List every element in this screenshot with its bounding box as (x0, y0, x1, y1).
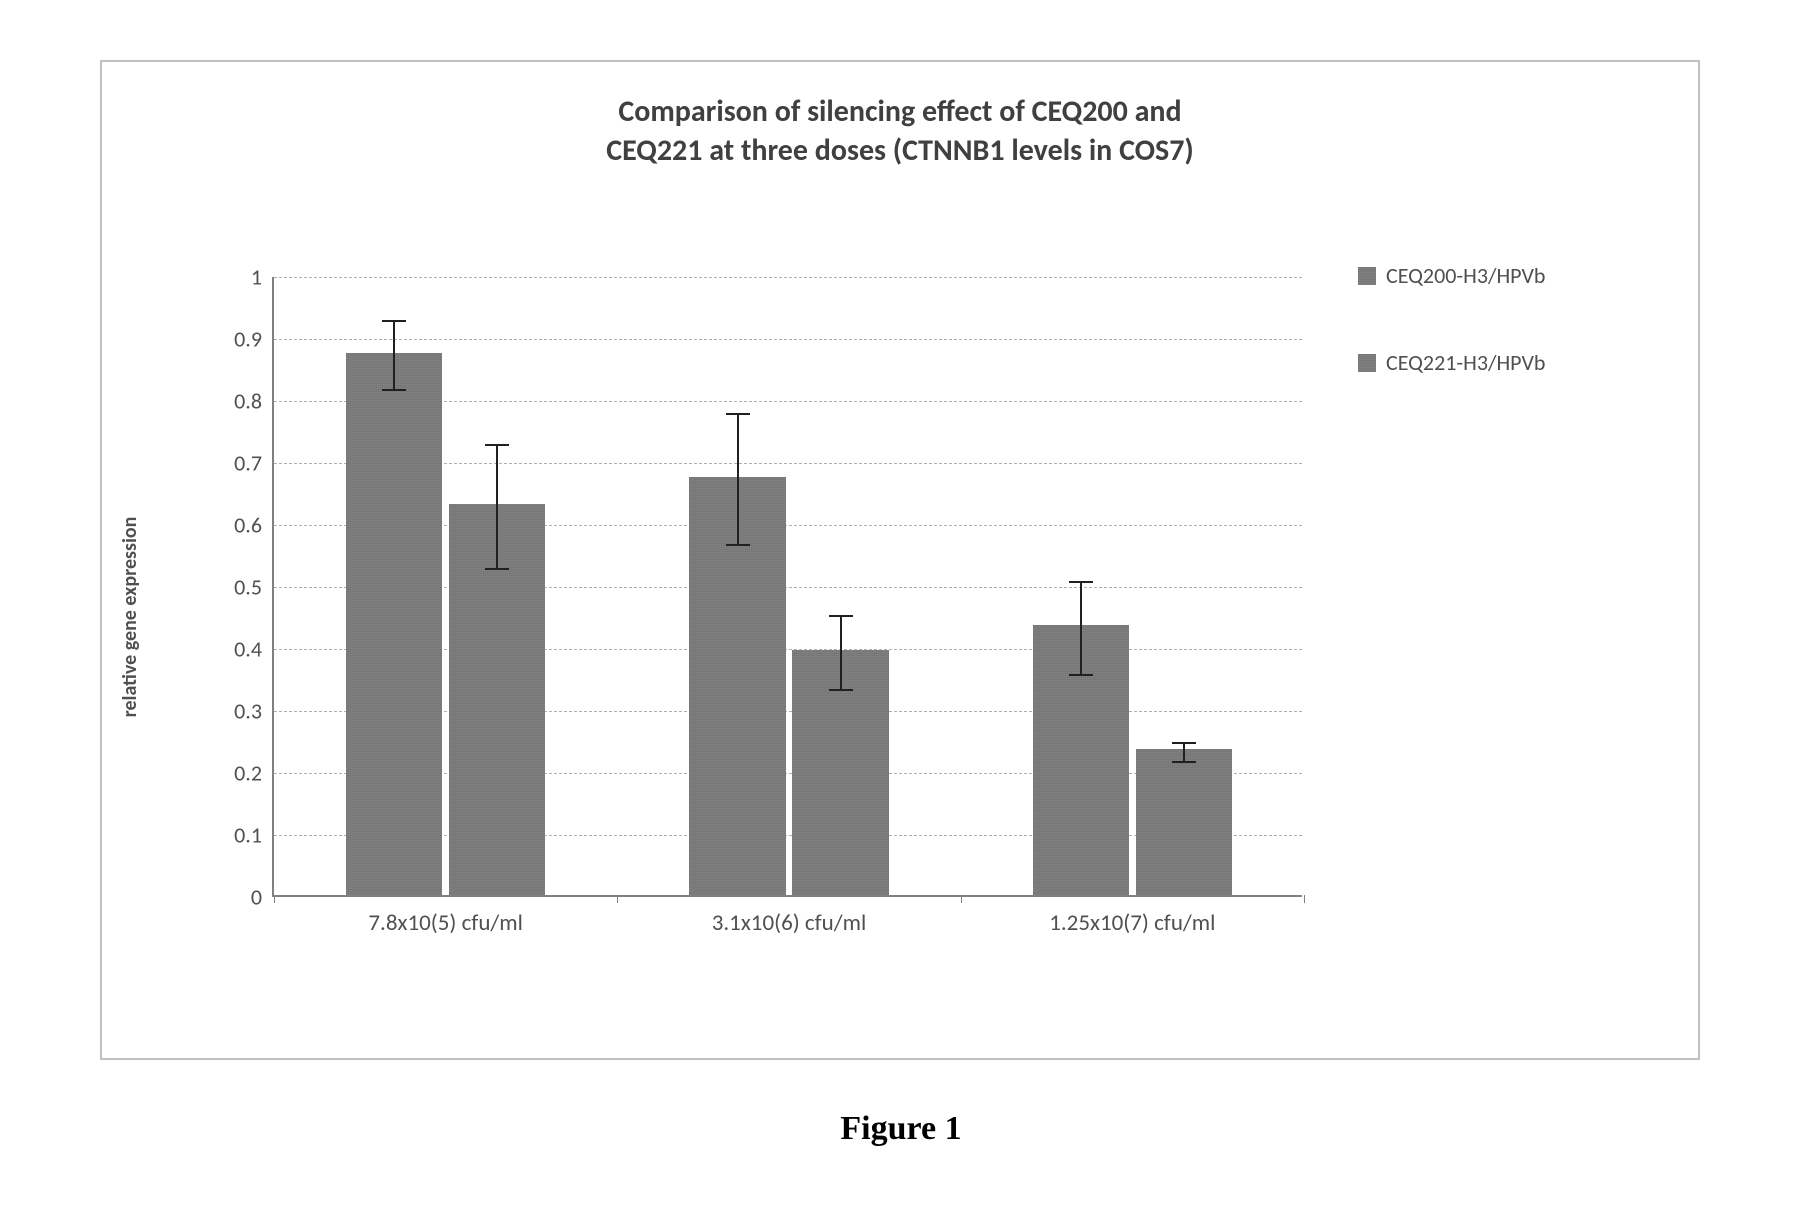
ytick-label: 0.8 (234, 388, 274, 415)
gridline (274, 277, 1302, 278)
error-cap (726, 544, 750, 546)
legend-item: CEQ200-H3/HPVb (1358, 262, 1638, 289)
x-tickmark (1304, 895, 1305, 903)
bar (1136, 749, 1232, 895)
error-cap (382, 389, 406, 391)
legend: CEQ200-H3/HPVb CEQ221-H3/HPVb (1358, 262, 1638, 436)
error-bar (1080, 581, 1082, 674)
ytick-label: 0.4 (234, 636, 274, 663)
plot-wrap: relative gene expression 00.10.20.30.40.… (202, 277, 1302, 957)
figure-caption: Figure 1 (840, 1110, 961, 1148)
error-cap (1069, 581, 1093, 583)
x-category-label: 3.1x10(6) cfu/ml (712, 895, 867, 937)
chart-title-line2: CEQ221 at three doses (CTNNB1 levels in … (102, 131, 1698, 170)
error-cap (829, 615, 853, 617)
error-bar (737, 413, 739, 543)
error-bar (1183, 742, 1185, 761)
error-bar (393, 320, 395, 388)
ytick-label: 0.5 (234, 574, 274, 601)
chart-title: Comparison of silencing effect of CEQ200… (102, 62, 1698, 170)
error-cap (726, 413, 750, 415)
error-cap (1069, 674, 1093, 676)
legend-label: CEQ200-H3/HPVb (1386, 262, 1545, 289)
error-cap (485, 444, 509, 446)
error-bar (496, 444, 498, 568)
ytick-label: 0.6 (234, 512, 274, 539)
error-cap (485, 568, 509, 570)
y-axis-label: relative gene expression (118, 517, 142, 718)
ytick-label: 0.1 (234, 822, 274, 849)
chart-frame: Comparison of silencing effect of CEQ200… (100, 60, 1700, 1060)
x-category-label: 7.8x10(5) cfu/ml (368, 895, 523, 937)
legend-item: CEQ221-H3/HPVb (1358, 349, 1638, 376)
x-tickmark (961, 895, 962, 903)
ytick-label: 0.9 (234, 326, 274, 353)
x-category-label: 1.25x10(7) cfu/ml (1049, 895, 1215, 937)
ytick-label: 0 (251, 884, 274, 911)
legend-swatch (1358, 267, 1376, 285)
ytick-label: 0.3 (234, 698, 274, 725)
legend-swatch (1358, 354, 1376, 372)
ytick-label: 0.7 (234, 450, 274, 477)
error-bar (840, 615, 842, 689)
error-cap (1172, 761, 1196, 763)
error-cap (1172, 742, 1196, 744)
ytick-label: 0.2 (234, 760, 274, 787)
gridline (274, 339, 1302, 340)
bar (346, 353, 442, 896)
x-tickmark (274, 895, 275, 903)
legend-label: CEQ221-H3/HPVb (1386, 349, 1545, 376)
error-cap (382, 320, 406, 322)
x-tickmark (617, 895, 618, 903)
ytick-label: 1 (251, 264, 274, 291)
chart-title-line1: Comparison of silencing effect of CEQ200… (102, 92, 1698, 131)
error-cap (829, 689, 853, 691)
plot-area: 00.10.20.30.40.50.60.70.80.917.8x10(5) c… (272, 277, 1302, 897)
